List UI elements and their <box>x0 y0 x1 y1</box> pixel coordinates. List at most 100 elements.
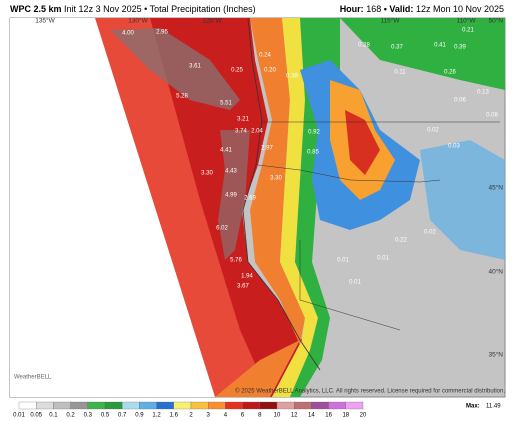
colorbar-label: 6 <box>241 413 245 419</box>
colorbar-swatch <box>53 401 71 410</box>
precip-orange <box>250 18 305 345</box>
map-value: 0.25 <box>231 68 243 74</box>
map-value: 0.02 <box>427 128 439 134</box>
map-value: 0.92 <box>308 130 320 136</box>
header: WPC 2.5 km Init 12z 3 Nov 2025 • Total P… <box>0 0 512 18</box>
map-value: 3.30 <box>201 171 213 177</box>
state-borders-2 <box>299 240 401 331</box>
outside-domain <box>10 18 215 397</box>
colorbar-label: 0.05 <box>30 413 42 419</box>
precip-blue-e <box>420 140 505 260</box>
header-left: WPC 2.5 km Init 12z 3 Nov 2025 • Total P… <box>10 0 256 18</box>
map-value: 0.28 <box>358 43 370 49</box>
map-value: 6.02 <box>216 226 228 232</box>
grid-labels: 135°W 130°W 125°W 115°W 110°W 50°N 45°N 40°N 35°… <box>35 17 503 359</box>
map-value: 0.21 <box>462 28 474 34</box>
colorbar-swatch <box>36 401 54 410</box>
map-value: 2.97 <box>261 146 273 152</box>
colorbar-label: 0.1 <box>49 413 58 419</box>
colorbar-swatch <box>104 401 123 410</box>
hour: 168 <box>366 4 382 14</box>
colorbar-swatch <box>294 401 312 410</box>
colorbar-label: 0.9 <box>135 413 144 419</box>
colorbar: 0.01 0.05 0.1 0.2 0.3 0.5 0.7 0.9 1.2 1.6 2 3 4 6 8 10 1… <box>13 401 367 419</box>
map-value: 0.13 <box>477 90 489 96</box>
map-value: 0.01 <box>349 280 361 286</box>
max-label: Max: <box>466 404 480 410</box>
title: WPC 2.5 km <box>10 4 62 14</box>
map-value: 0.02 <box>424 230 436 236</box>
colorbar-swatch <box>87 401 106 410</box>
map-value: 2.04 <box>251 129 263 135</box>
map-value: 0.03 <box>448 144 460 150</box>
map-value: 0.11 <box>394 70 406 76</box>
map-value: 5.51 <box>220 101 232 107</box>
coastline <box>242 17 321 371</box>
colorbar-label: 20 <box>360 413 367 419</box>
state-borders <box>257 164 441 183</box>
colorbar-swatch <box>190 401 209 410</box>
map-value: 0.38 <box>286 74 298 80</box>
map-value: 5.28 <box>176 94 188 100</box>
subtitle: Init 12z 3 Nov 2025 • Total Precipitatio… <box>64 4 256 14</box>
colorbar-label: 0.01 <box>13 413 25 419</box>
values: 4.00 2.95 3.61 5.28 5.51 3.21 3.74 2.04 4.41 2.97… <box>122 28 498 290</box>
grid-label: 40°N <box>488 268 503 276</box>
map-value: 4.99 <box>225 193 237 199</box>
colorbar-label: 10 <box>274 413 281 419</box>
colorbar-swatch <box>311 401 329 410</box>
colorbar-swatch <box>328 401 346 410</box>
map-value: 5.76 <box>230 258 242 264</box>
colorbar-swatch <box>122 401 140 410</box>
colorbar-label: 14 <box>308 413 315 419</box>
grid-label: 125°W <box>202 17 222 25</box>
colorbar-swatch <box>242 401 260 410</box>
map-value: 3.30 <box>270 176 282 182</box>
colorbar-swatch <box>259 401 278 410</box>
grid-label: 35°N <box>488 351 503 359</box>
hour-label: Hour: <box>339 4 364 14</box>
grid-label: 45°N <box>488 184 503 192</box>
precip-light-red <box>95 18 270 397</box>
colorbar-label: 3 <box>207 413 211 419</box>
map-value: 0.08 <box>486 113 498 119</box>
precip-red-inland <box>345 110 380 175</box>
map-value: 0.39 <box>454 45 466 51</box>
map-value: 3.61 <box>189 64 201 70</box>
grid-label: 110°W <box>456 17 476 25</box>
colorbar-label: 1.2 <box>152 413 161 419</box>
grid-label: 115°W <box>380 17 400 25</box>
colorbar-label: 8 <box>258 413 262 419</box>
map-value: 0.37 <box>391 45 403 51</box>
colorbar-label: 0.7 <box>118 413 127 419</box>
map-value: 0.26 <box>444 70 456 76</box>
credit: © 2025 WeatherBELL Analytics, LLC. All r… <box>235 388 505 395</box>
map-value: 4.41 <box>220 148 232 154</box>
map-value: 3.74 <box>235 129 247 135</box>
vancouver-island <box>110 28 240 110</box>
logo: WeatherBELL <box>14 375 52 381</box>
map-value: 0.20 <box>264 68 276 74</box>
precip-yellow <box>272 18 318 397</box>
valid-label: • Valid: <box>383 4 414 14</box>
colorbar-swatch <box>70 401 88 410</box>
map-value: 0.06 <box>454 98 466 104</box>
colorbar-swatch <box>139 401 157 410</box>
map-value: 1.94 <box>241 274 253 280</box>
map-value: 4.43 <box>225 169 237 175</box>
map-value: 0.24 <box>259 53 271 59</box>
colorbar-swatch <box>276 401 295 410</box>
colorbar-label: 4 <box>224 413 228 419</box>
colorbar-swatch <box>156 401 174 410</box>
map-value: 2.95 <box>156 30 168 36</box>
colorbar-label: 1.6 <box>170 413 179 419</box>
map-value: 2.69 <box>244 196 256 202</box>
colorbar-label: 0.5 <box>101 413 110 419</box>
map-value: 3.67 <box>237 284 249 290</box>
colorbar-swatch <box>225 401 243 410</box>
map-value: 0.22 <box>395 238 407 244</box>
map-value: 0.01 <box>377 256 389 262</box>
grid-label: 50°N <box>488 17 503 25</box>
